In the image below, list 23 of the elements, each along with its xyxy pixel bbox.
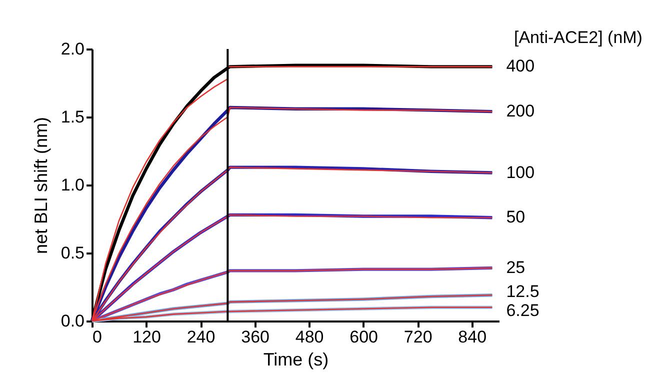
y-tick-label: 0.5 [60,244,84,262]
x-tick-label: 840 [458,328,487,346]
x-axis-title: Time (s) [263,350,329,370]
x-tick-label: 360 [241,328,270,346]
y-tick-label: 2.0 [60,40,84,58]
x-tick-label: 240 [186,328,216,346]
x-tick-label: 480 [295,328,324,346]
series-label: 50 [506,208,526,227]
x-tick-label: 600 [350,328,378,346]
series-label: 400 [506,56,535,76]
legend-title: [Anti-ACE2] (nM) [514,28,642,47]
x-tick-label: 120 [132,328,161,346]
series-label: 12.5 [506,282,540,301]
series-label: 25 [506,258,526,277]
series-label: 6.25 [506,300,540,320]
series-label: 200 [506,102,535,121]
y-tick-label: 1.5 [60,108,84,126]
x-tick-label: 720 [404,328,432,346]
series-label: 100 [506,162,535,182]
y-axis-title: net BLI shift (nm) [30,116,51,254]
y-tick-label: 0.0 [60,312,84,330]
y-tick-label: 1.0 [60,176,84,194]
x-tick-label: 0 [92,328,102,346]
